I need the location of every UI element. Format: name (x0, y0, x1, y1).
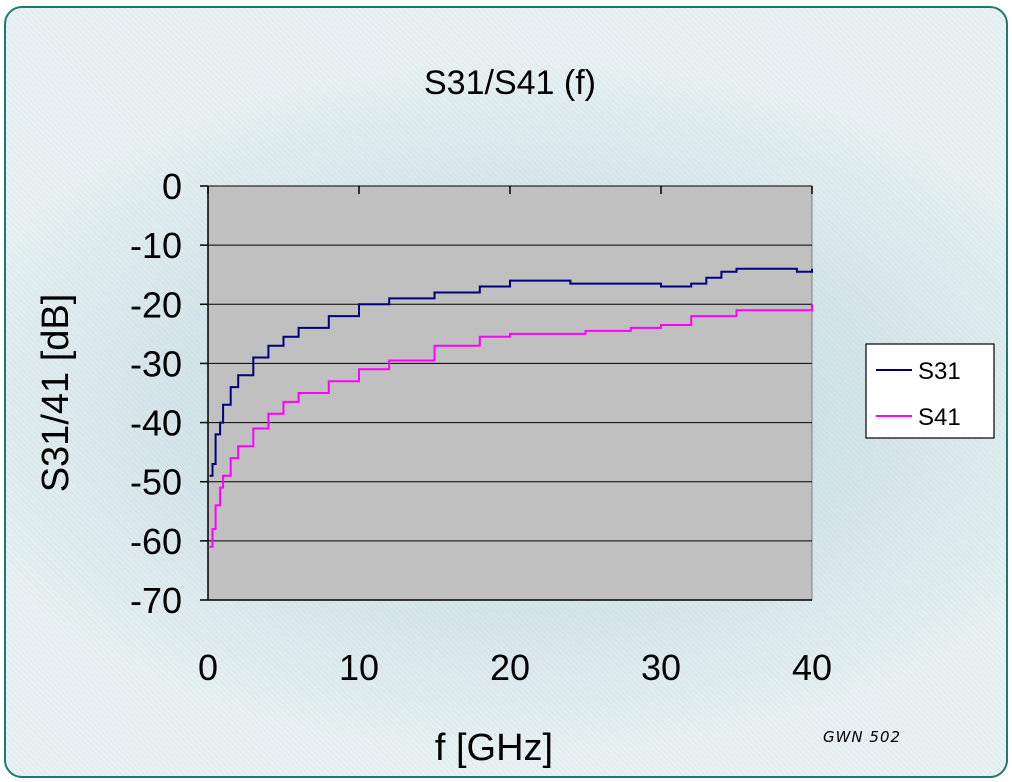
y-tick-label: -60 (130, 521, 182, 562)
chart-title: S31/S41 (f) (424, 64, 596, 102)
y-tick-label: -10 (130, 225, 182, 266)
y-tick-label: -40 (130, 403, 182, 444)
x-tick-label: 30 (641, 647, 681, 688)
legend-label: S31 (918, 358, 961, 385)
x-tick-label: 40 (792, 647, 832, 688)
series-line-s31 (209, 267, 813, 477)
legend-label: S41 (918, 404, 961, 431)
y-tick-label: 0 (162, 166, 182, 207)
y-tick-label: -20 (130, 284, 182, 325)
y-tick-label: -50 (130, 462, 182, 503)
axes-layer (200, 185, 813, 601)
gridlines (208, 244, 812, 542)
series-line-s41 (209, 304, 813, 548)
x-axis-label: f [GHz] (435, 727, 553, 769)
y-tick-label: -70 (130, 580, 182, 621)
x-tick-label: 20 (490, 647, 530, 688)
series-layer (209, 267, 813, 548)
y-axis-label: S31/41 [dB] (35, 294, 77, 493)
y-tick-labels: 0 -10 -20 -30 -40 -50 -60 -70 (130, 166, 182, 621)
x-tick-label: 0 (198, 647, 218, 688)
x-tick-label: 10 (339, 647, 379, 688)
y-tick-label: -30 (130, 343, 182, 384)
slide-frame: S31/S41 (f) 0 -10 -20 -30 -40 -50 -60 -70 0 10 20… (4, 6, 1008, 778)
legend-box (865, 343, 995, 439)
x-tick-labels: 0 10 20 30 40 (198, 647, 832, 688)
signature-text: GWN 502 (823, 728, 901, 746)
chart-svg: S31/S41 (f) 0 -10 -20 -30 -40 -50 -60 -70 0 10 20… (35, 64, 995, 769)
legend: S31 S41 (865, 343, 995, 439)
